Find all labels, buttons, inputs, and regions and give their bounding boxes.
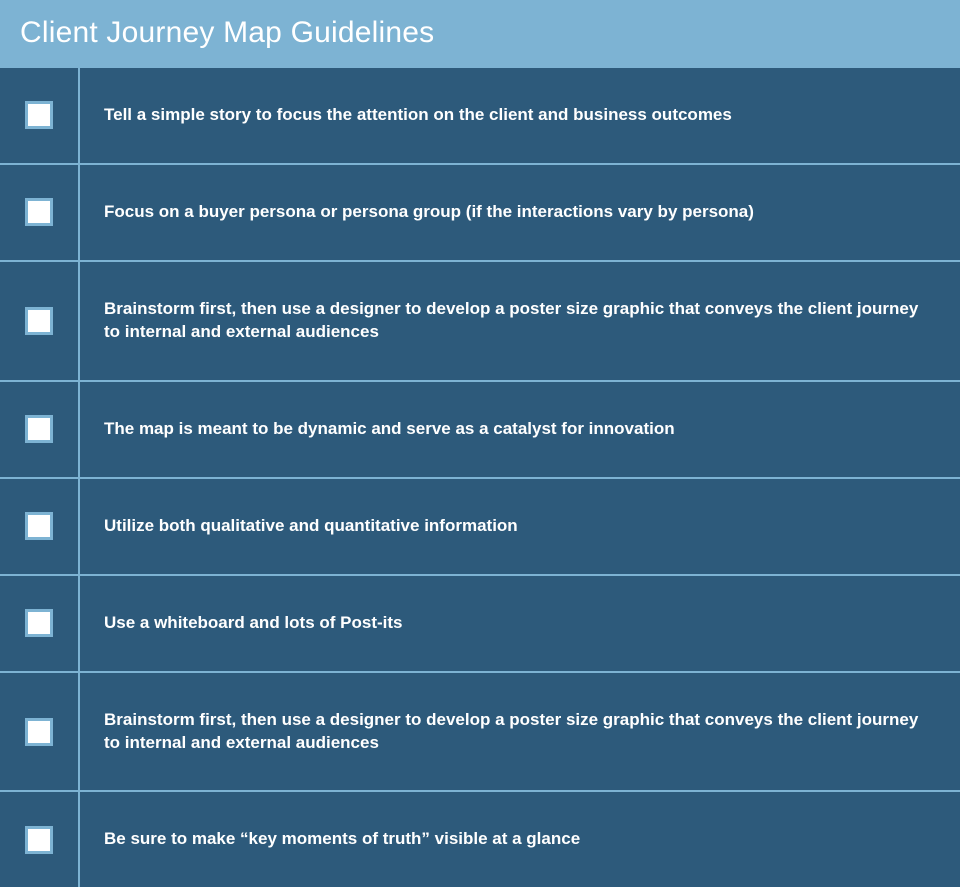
checkbox-cell	[0, 68, 80, 163]
checkbox-icon[interactable]	[25, 512, 53, 540]
checkbox-icon[interactable]	[25, 415, 53, 443]
checkbox-cell	[0, 792, 80, 887]
checkbox-icon[interactable]	[25, 198, 53, 226]
checkbox-cell	[0, 262, 80, 380]
checkbox-icon[interactable]	[25, 101, 53, 129]
checkbox-icon[interactable]	[25, 826, 53, 854]
list-item: Brainstorm first, then use a designer to…	[0, 673, 960, 793]
page-title: Client Journey Map Guidelines	[0, 0, 960, 68]
list-item-text: Brainstorm first, then use a designer to…	[80, 673, 960, 791]
list-item: Use a whiteboard and lots of Post-its	[0, 576, 960, 673]
list-item: Brainstorm first, then use a designer to…	[0, 262, 960, 382]
checkbox-icon[interactable]	[25, 718, 53, 746]
list-item: Focus on a buyer persona or persona grou…	[0, 165, 960, 262]
checkbox-cell	[0, 165, 80, 260]
list-item-text: Tell a simple story to focus the attenti…	[80, 68, 960, 163]
list-item-text: Utilize both qualitative and quantitativ…	[80, 479, 960, 574]
list-item-text: Be sure to make “key moments of truth” v…	[80, 792, 960, 887]
list-item: Be sure to make “key moments of truth” v…	[0, 792, 960, 887]
checkbox-cell	[0, 479, 80, 574]
checkbox-icon[interactable]	[25, 307, 53, 335]
list-item-text: Brainstorm first, then use a designer to…	[80, 262, 960, 380]
checkbox-icon[interactable]	[25, 609, 53, 637]
list-item: Tell a simple story to focus the attenti…	[0, 68, 960, 165]
guidelines-list: Tell a simple story to focus the attenti…	[0, 68, 960, 887]
list-item-text: Focus on a buyer persona or persona grou…	[80, 165, 960, 260]
guidelines-container: Client Journey Map Guidelines Tell a sim…	[0, 0, 960, 887]
checkbox-cell	[0, 576, 80, 671]
list-item-text: Use a whiteboard and lots of Post-its	[80, 576, 960, 671]
checkbox-cell	[0, 673, 80, 791]
list-item: Utilize both qualitative and quantitativ…	[0, 479, 960, 576]
list-item: The map is meant to be dynamic and serve…	[0, 382, 960, 479]
list-item-text: The map is meant to be dynamic and serve…	[80, 382, 960, 477]
checkbox-cell	[0, 382, 80, 477]
